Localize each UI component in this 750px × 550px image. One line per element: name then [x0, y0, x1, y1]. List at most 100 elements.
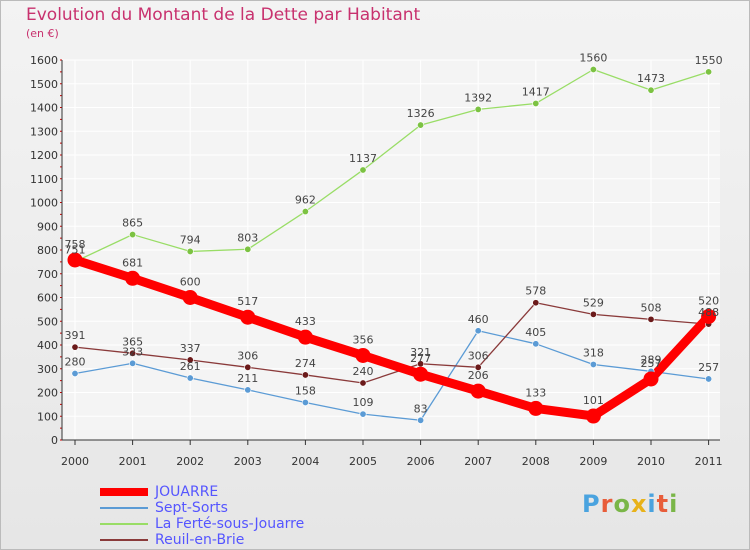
- data-point-sept-sorts: [417, 416, 425, 424]
- data-label-sept-sorts: 460: [468, 313, 489, 326]
- data-point-reuil-en-brie: [359, 379, 367, 387]
- data-point-sept-sorts: [589, 360, 597, 368]
- data-point-sept-sorts: [532, 340, 540, 348]
- data-point-sept-sorts: [301, 398, 309, 406]
- y-tick-label: 1300: [30, 125, 58, 138]
- data-point-reuil-en-brie: [647, 315, 655, 323]
- data-point-la-ferte-sous-jouarre: [359, 166, 367, 174]
- data-point-sept-sorts: [359, 410, 367, 418]
- data-label-jouarre: 277: [410, 352, 431, 365]
- chart-subtitle: (en €): [26, 27, 59, 40]
- data-label-la-ferte-sous-jouarre: 1560: [579, 52, 607, 65]
- data-label-sept-sorts: 83: [414, 402, 428, 415]
- data-point-la-ferte-sous-jouarre: [532, 99, 540, 107]
- data-label-reuil-en-brie: 365: [122, 335, 143, 348]
- y-tick-label: 900: [37, 220, 58, 233]
- data-point-la-ferte-sous-jouarre: [474, 105, 482, 113]
- series-line-sept-sorts: [74, 330, 710, 421]
- data-point-reuil-en-brie: [589, 310, 597, 318]
- data-point-reuil-en-brie: [186, 356, 194, 364]
- data-label-sept-sorts: 261: [180, 360, 201, 373]
- series-line-jouarre: [70, 255, 714, 421]
- y-tick-label: 1400: [30, 102, 58, 115]
- data-label-reuil-en-brie: 391: [65, 329, 86, 342]
- data-point-sept-sorts: [244, 386, 252, 394]
- data-label-la-ferte-sous-jouarre: 1326: [407, 107, 435, 120]
- data-point-jouarre: [182, 290, 198, 305]
- data-point-la-ferte-sous-jouarre: [186, 247, 194, 255]
- legend-label: JOUARRE: [155, 484, 219, 500]
- data-point-reuil-en-brie: [532, 299, 540, 307]
- data-point-jouarre: [355, 347, 371, 363]
- data-point-jouarre: [528, 400, 544, 416]
- x-tick-label: 2001: [119, 455, 147, 468]
- data-point-sept-sorts: [186, 374, 194, 382]
- y-tick-label: 700: [37, 268, 58, 281]
- data-label-reuil-en-brie: 274: [295, 357, 316, 370]
- data-label-la-ferte-sous-jouarre: 962: [295, 194, 316, 207]
- data-point-la-ferte-sous-jouarre: [417, 121, 425, 129]
- data-label-jouarre: 257: [641, 357, 662, 370]
- y-tick-label: 1200: [30, 149, 58, 162]
- data-label-sept-sorts: 280: [65, 356, 86, 369]
- chart-title: Evolution du Montant de la Dette par Hab…: [26, 5, 421, 25]
- data-label-reuil-en-brie: 529: [583, 296, 604, 309]
- data-label-reuil-en-brie: 578: [525, 285, 546, 298]
- data-label-reuil-en-brie: 306: [468, 349, 489, 362]
- data-label-jouarre: 356: [353, 333, 374, 346]
- y-tick-label: 1000: [30, 197, 58, 210]
- y-tick-label: 500: [37, 315, 58, 328]
- proxiti-logo: Proxiti: [582, 490, 678, 518]
- data-point-la-ferte-sous-jouarre: [705, 68, 713, 76]
- series-line-la-ferte-sous-jouarre: [74, 68, 710, 263]
- axes: 0 100 200 300 400 500 600 700 800 900 1000 1100 1200…: [30, 54, 723, 468]
- data-point-jouarre: [643, 371, 659, 387]
- y-tick-label: 1100: [30, 173, 58, 186]
- data-label-jouarre: 600: [180, 276, 201, 289]
- data-label-la-ferte-sous-jouarre: 1137: [349, 152, 377, 165]
- legend-label: Reuil-en-Brie: [155, 532, 245, 548]
- y-tick-label: 1600: [30, 54, 58, 67]
- data-label-la-ferte-sous-jouarre: 1392: [464, 91, 492, 104]
- x-tick-label: 2002: [176, 455, 204, 468]
- data-label-sept-sorts: 289: [641, 353, 662, 366]
- y-tick-label: 800: [37, 244, 58, 257]
- data-label-sept-sorts: 323: [122, 345, 143, 358]
- data-point-jouarre: [240, 309, 256, 325]
- data-point-la-ferte-sous-jouarre: [244, 245, 252, 253]
- data-point-jouarre: [413, 366, 429, 382]
- data-point-reuil-en-brie: [301, 371, 309, 379]
- logo-letter: i: [647, 490, 657, 518]
- logo-letter: P: [582, 490, 601, 518]
- data-label-jouarre: 681: [122, 256, 143, 269]
- data-point-sept-sorts: [474, 327, 482, 335]
- data-point-jouarre: [67, 252, 83, 268]
- legend-swatch: [100, 507, 148, 509]
- x-tick-label: 2006: [407, 455, 435, 468]
- data-label-reuil-en-brie: 306: [237, 349, 258, 362]
- logo-letter: o: [613, 490, 631, 518]
- data-point-la-ferte-sous-jouarre: [647, 86, 655, 94]
- data-label-reuil-en-brie: 508: [641, 301, 662, 314]
- x-tick-label: 2009: [579, 455, 607, 468]
- data-point-la-ferte-sous-jouarre: [301, 208, 309, 216]
- y-tick-label: 300: [37, 363, 58, 376]
- logo-letter: x: [630, 490, 648, 518]
- data-points: [67, 66, 717, 424]
- y-tick-label: 200: [37, 387, 58, 400]
- x-tick-label: 2010: [637, 455, 665, 468]
- data-label-sept-sorts: 158: [295, 384, 316, 397]
- data-label-la-ferte-sous-jouarre: 865: [122, 217, 143, 230]
- x-tick-label: 2005: [349, 455, 377, 468]
- data-label-jouarre: 206: [468, 369, 489, 382]
- data-point-jouarre: [470, 383, 486, 399]
- data-point-sept-sorts: [129, 359, 137, 367]
- x-tick-label: 2003: [234, 455, 262, 468]
- data-label-la-ferte-sous-jouarre: 1550: [695, 54, 723, 67]
- legend-swatch: [100, 523, 148, 525]
- data-point-la-ferte-sous-jouarre: [129, 231, 137, 239]
- grid-lines: [62, 59, 720, 441]
- x-tick-label: 2004: [291, 455, 319, 468]
- data-point-jouarre: [701, 309, 717, 324]
- series-line-reuil-en-brie: [74, 302, 710, 384]
